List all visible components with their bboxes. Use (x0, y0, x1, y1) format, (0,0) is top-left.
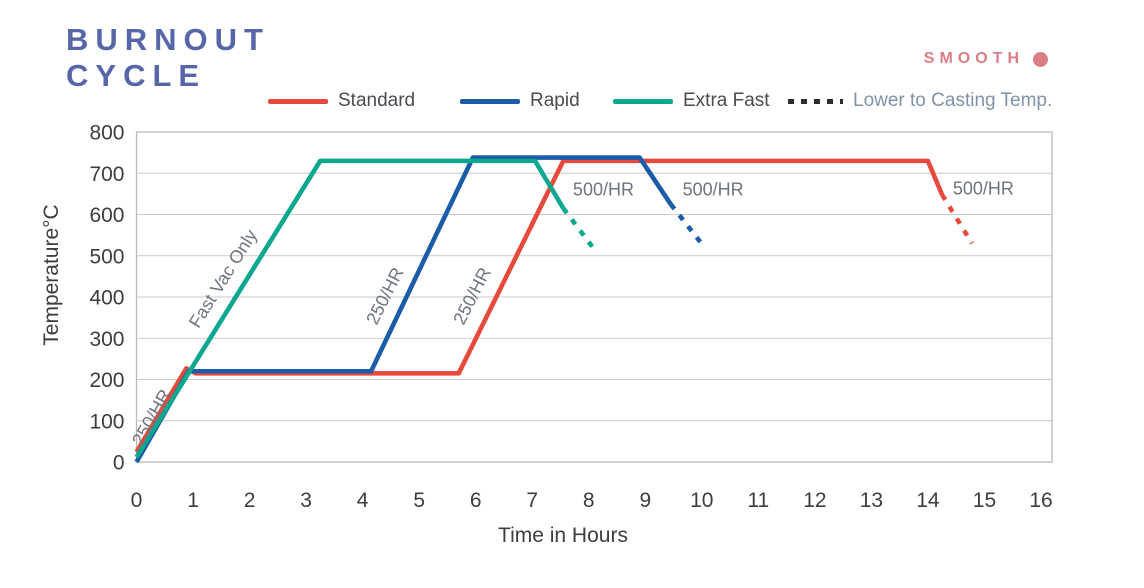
x-tick-label-2: 2 (244, 489, 256, 512)
series-dashed-tail-rapid (668, 202, 707, 249)
x-tick-label-4: 4 (357, 489, 369, 512)
x-tick-label-10: 10 (690, 489, 713, 512)
series-dashed-tail-extra-fast (561, 206, 597, 251)
legend-swatch-standard-line (268, 98, 328, 104)
y-tick-label-200: 200 (89, 369, 124, 392)
page-title-line-1: BURNOUT (66, 22, 270, 57)
x-tick-label-16: 16 (1029, 489, 1052, 512)
x-tick-label-1: 1 (187, 489, 199, 512)
y-tick-label-600: 600 (89, 204, 124, 227)
annotation-label-4: 500/HR (573, 180, 634, 200)
page-title: BURNOUT CYCLE (66, 22, 270, 94)
legend-label-extra-fast: Extra Fast (683, 90, 770, 111)
annotation-label-5: 500/HR (683, 180, 744, 200)
series-line-rapid (134, 155, 673, 464)
y-tick-label-300: 300 (89, 328, 124, 351)
x-tick-label-14: 14 (916, 489, 940, 512)
x-tick-label-13: 13 (860, 489, 883, 512)
y-tick-label-0: 0 (113, 452, 125, 475)
brand-dot-icon (1033, 51, 1048, 67)
legend-label-lower-to-casting-temp: Lower to Casting Temp. (853, 90, 1053, 111)
y-tick-label-400: 400 (89, 287, 124, 310)
x-tick-label-12: 12 (803, 489, 826, 512)
brand-logo: SMOOTH (924, 50, 1048, 68)
brand-name: SMOOTH (923, 50, 1024, 67)
legend-swatch-extra-fast-line (613, 98, 673, 104)
annotation-label-6: 500/HR (953, 178, 1014, 198)
legend-item-lower-to-casting-temp: Lower to Casting Temp. (788, 88, 1052, 114)
legend-item-extra-fast: Extra Fast (613, 88, 770, 114)
y-tick-label-700: 700 (89, 163, 124, 186)
legend-label-rapid: Rapid (530, 90, 580, 111)
x-tick-label-3: 3 (300, 489, 312, 512)
x-tick-label-15: 15 (973, 489, 996, 512)
y-tick-label-500: 500 (89, 245, 124, 268)
x-tick-label-5: 5 (413, 489, 425, 512)
series-dashed-tail-standard (940, 193, 974, 245)
x-tick-label-7: 7 (526, 489, 538, 512)
x-tick-label-9: 9 (639, 489, 651, 512)
annotation-label-2: 250/HR (362, 264, 408, 327)
y-tick-label-100: 100 (89, 410, 124, 433)
series-line-standard (134, 158, 945, 454)
x-tick-label-0: 0 (131, 489, 143, 512)
y-tick-label-800: 800 (89, 122, 124, 145)
x-axis-title: Time in Hours (498, 524, 628, 547)
legend-swatch-dotted-line (788, 98, 843, 104)
x-tick-label-6: 6 (470, 489, 482, 512)
page-title-line-2: CYCLE (66, 58, 207, 93)
legend-swatch-rapid-line (460, 98, 520, 104)
legend-item-standard: Standard (268, 88, 415, 114)
legend-item-rapid: Rapid (460, 88, 580, 114)
x-tick-label-8: 8 (583, 489, 595, 512)
legend-label-standard: Standard (338, 90, 416, 111)
x-tick-label-11: 11 (747, 489, 769, 512)
series-line-extra-fast (134, 158, 566, 459)
